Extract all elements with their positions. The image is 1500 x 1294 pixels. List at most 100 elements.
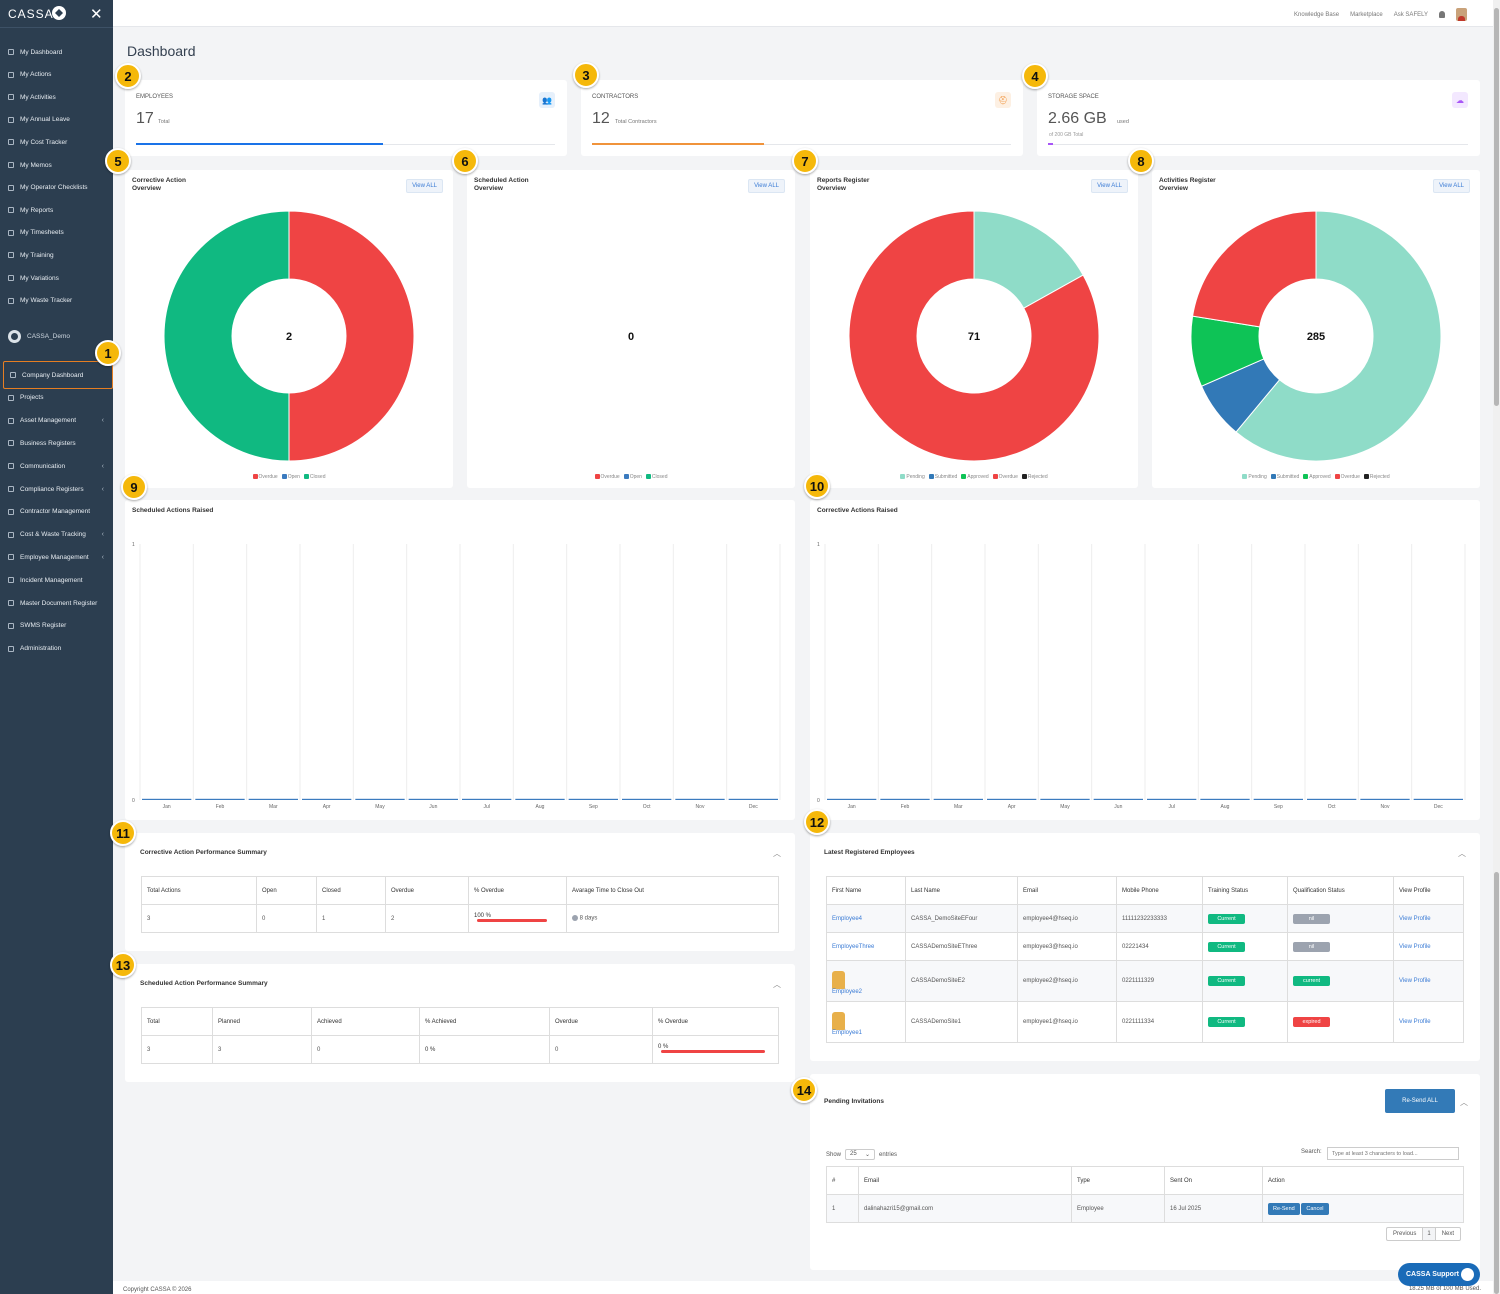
sidebar-item-my-operator-checklists[interactable]: My Operator Checklists <box>8 181 88 195</box>
next-page-button[interactable]: Next <box>1441 1231 1455 1237</box>
donut-slice-overdue[interactable] <box>1192 210 1317 328</box>
sidebar-item-my-actions[interactable]: My Actions <box>8 68 51 82</box>
bar-may[interactable] <box>1040 798 1090 800</box>
employee-name-link[interactable]: EmployeeThree <box>832 943 875 950</box>
sidebar-item-master-document-register[interactable]: Master Document Register <box>8 596 113 610</box>
cassa-logo[interactable]: CASSA <box>8 7 54 21</box>
support-button[interactable]: CASSA Support <box>1398 1263 1480 1286</box>
ask-safely-link[interactable]: Ask SAFELY <box>1393 11 1428 18</box>
marketplace-link[interactable]: Marketplace <box>1350 11 1383 18</box>
legend-item-overdue[interactable]: Overdue <box>992 474 1018 480</box>
bar-jul[interactable] <box>1147 798 1197 800</box>
view-profile-link[interactable]: View Profile <box>1399 978 1431 984</box>
scheduled-view-all-button[interactable]: View ALL <box>748 179 785 193</box>
legend-item-rejected[interactable]: Rejected <box>1363 474 1390 480</box>
donut-slice-overdue[interactable] <box>288 210 415 462</box>
legend-item-submitted[interactable]: Submitted <box>1270 474 1299 480</box>
bar-nov[interactable] <box>1360 798 1410 800</box>
sidebar-item-business-registers[interactable]: Business Registers <box>8 436 113 450</box>
legend-item-overdue[interactable]: Overdue <box>252 474 278 480</box>
legend-item-approved[interactable]: Approved <box>961 474 989 480</box>
sidebar-item-communication[interactable]: Communication ‹ <box>8 459 113 473</box>
bar-jan[interactable] <box>142 798 192 800</box>
employee-name-link[interactable]: Employee1 <box>832 1029 863 1036</box>
bar-nov[interactable] <box>675 798 725 800</box>
sidebar-item-employee-management[interactable]: Employee Management ‹ <box>8 550 113 564</box>
bar-oct[interactable] <box>622 798 672 800</box>
entries-select[interactable]: 25 ⌄ <box>845 1149 876 1160</box>
activities-view-all-button[interactable]: View ALL <box>1433 179 1470 193</box>
sidebar-item-incident-management[interactable]: Incident Management <box>8 573 113 587</box>
donut-slice-pending[interactable] <box>1235 210 1442 462</box>
bar-jun[interactable] <box>1093 798 1143 800</box>
sidebar-item-my-annual-leave[interactable]: My Annual Leave <box>8 113 70 127</box>
sidebar-item-administration[interactable]: Administration <box>8 642 113 656</box>
employee-name-link[interactable]: Employee4 <box>832 915 863 922</box>
sidebar-item-my-variations[interactable]: My Variations <box>8 271 59 285</box>
bar-jan[interactable] <box>827 798 877 800</box>
legend-item-closed[interactable]: Closed <box>645 474 668 480</box>
bar-jul[interactable] <box>462 798 512 800</box>
chevron-up-icon[interactable]: ︿ <box>773 980 781 989</box>
view-profile-link[interactable]: View Profile <box>1399 943 1431 950</box>
sidebar-item-asset-management[interactable]: Asset Management ‹ <box>8 414 113 428</box>
employee-name-link[interactable]: Employee2 <box>832 988 863 995</box>
legend-item-pending[interactable]: Pending <box>1242 474 1267 480</box>
corrective-view-all-button[interactable]: View ALL <box>406 179 443 193</box>
page-1-button[interactable]: 1 <box>1422 1228 1436 1240</box>
bar-oct[interactable] <box>1307 798 1357 800</box>
legend-item-submitted[interactable]: Submitted <box>928 474 957 480</box>
sidebar-item-projects[interactable]: Projects <box>8 391 113 405</box>
bar-jun[interactable] <box>408 798 458 800</box>
sidebar-item-swms-register[interactable]: SWMS Register <box>8 619 113 633</box>
legend-item-rejected[interactable]: Rejected <box>1021 474 1048 480</box>
chevron-up-icon[interactable]: ︿ <box>773 849 781 858</box>
sidebar-item-contractor-management[interactable]: Contractor Management <box>8 505 113 519</box>
chevron-up-icon[interactable]: ︿ <box>1458 849 1466 858</box>
reports-view-all-button[interactable]: View ALL <box>1091 179 1128 193</box>
bar-may[interactable] <box>355 798 405 800</box>
cancel-button[interactable]: Cancel <box>1301 1202 1329 1215</box>
resend-button[interactable]: Re-Send <box>1268 1202 1300 1215</box>
legend-item-open[interactable]: Open <box>281 474 300 480</box>
chevron-up-icon[interactable]: ︿ <box>1460 1098 1468 1107</box>
donut-slice-overdue[interactable] <box>848 210 1100 462</box>
knowledge-base-link[interactable]: Knowledge Base <box>1294 11 1340 18</box>
bar-apr[interactable] <box>302 798 352 800</box>
donut-slice-pending[interactable] <box>973 210 1084 309</box>
bar-dec[interactable] <box>1413 798 1463 800</box>
sidebar-item-my-timesheets[interactable]: My Timesheets <box>8 226 64 240</box>
sidebar-item-my-memos[interactable]: My Memos <box>8 158 52 172</box>
bar-mar[interactable] <box>248 798 298 800</box>
sidebar-item-cost-waste-tracking[interactable]: Cost & Waste Tracking ‹ <box>8 528 113 542</box>
previous-page-button[interactable]: Previous <box>1393 1231 1417 1237</box>
scrollbar-thumb[interactable] <box>1494 8 1499 406</box>
legend-item-open[interactable]: Open <box>623 474 642 480</box>
close-icon[interactable]: ✕ <box>90 6 103 23</box>
page-scrollbar[interactable] <box>1493 0 1500 1294</box>
bar-sep[interactable] <box>568 798 618 800</box>
legend-item-pending[interactable]: Pending <box>900 474 925 480</box>
bar-apr[interactable] <box>987 798 1037 800</box>
sidebar-item-my-cost-tracker[interactable]: My Cost Tracker <box>8 135 67 149</box>
bar-feb[interactable] <box>880 798 930 800</box>
resend-all-button[interactable]: Re-Send ALL <box>1385 1089 1455 1113</box>
sidebar-item-compliance-registers[interactable]: Compliance Registers ‹ <box>8 482 113 496</box>
legend-item-closed[interactable]: Closed <box>303 474 326 480</box>
donut-slice-closed[interactable] <box>163 210 290 462</box>
bar-aug[interactable] <box>515 798 565 800</box>
bar-aug[interactable] <box>1200 798 1250 800</box>
legend-item-overdue[interactable]: Overdue <box>1334 474 1360 480</box>
sidebar-item-my-waste-tracker[interactable]: My Waste Tracker <box>8 294 72 308</box>
bar-mar[interactable] <box>933 798 983 800</box>
bell-icon[interactable] <box>1439 11 1445 18</box>
sidebar-item-my-reports[interactable]: My Reports <box>8 203 53 217</box>
legend-item-approved[interactable]: Approved <box>1303 474 1331 480</box>
sidebar-item-my-activities[interactable]: My Activities <box>8 90 56 104</box>
bar-feb[interactable] <box>195 798 245 800</box>
sidebar-item-company-dashboard[interactable]: Company Dashboard <box>10 368 115 382</box>
bar-sep[interactable] <box>1253 798 1303 800</box>
view-profile-link[interactable]: View Profile <box>1399 915 1431 922</box>
view-profile-link[interactable]: View Profile <box>1399 1019 1431 1025</box>
company-selector[interactable]: CASSA_Demo <box>8 330 70 343</box>
